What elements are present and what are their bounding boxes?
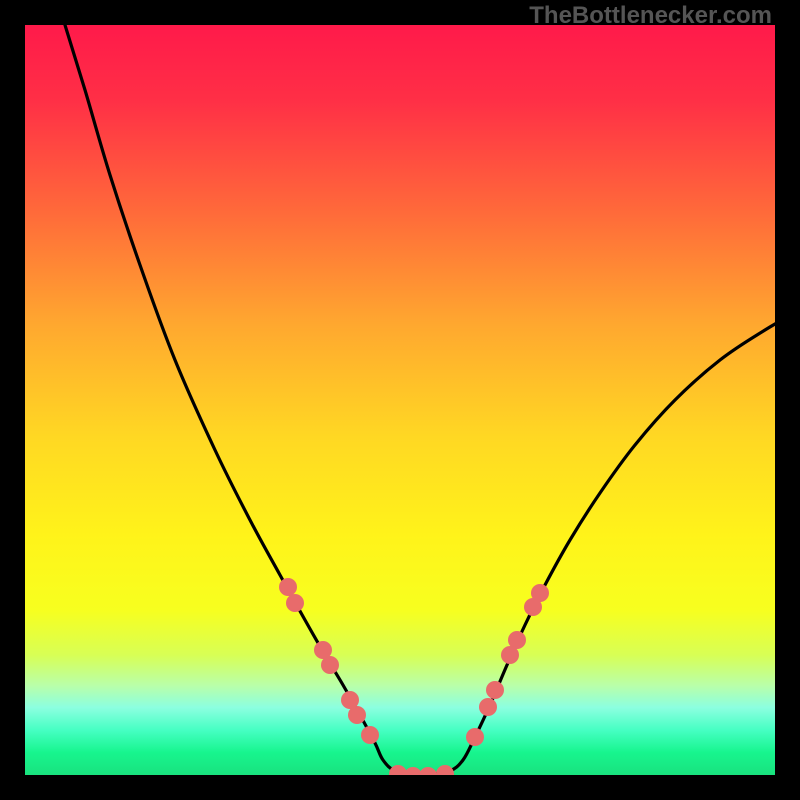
zone-marker xyxy=(486,681,504,699)
zone-marker xyxy=(479,698,497,716)
zone-marker xyxy=(419,767,437,775)
bottleneck-curve xyxy=(65,25,775,774)
plot-area xyxy=(25,25,775,775)
zone-marker xyxy=(508,631,526,649)
zone-marker xyxy=(361,726,379,744)
zone-marker xyxy=(466,728,484,746)
chart-container: TheBottlenecker.com xyxy=(0,0,800,800)
zone-marker xyxy=(389,765,407,775)
zone-markers xyxy=(279,578,549,775)
zone-marker xyxy=(279,578,297,596)
zone-marker xyxy=(436,765,454,775)
zone-marker xyxy=(348,706,366,724)
zone-marker xyxy=(286,594,304,612)
zone-marker xyxy=(321,656,339,674)
zone-marker xyxy=(531,584,549,602)
curve-and-markers xyxy=(25,25,775,775)
watermark-text: TheBottlenecker.com xyxy=(529,2,772,30)
